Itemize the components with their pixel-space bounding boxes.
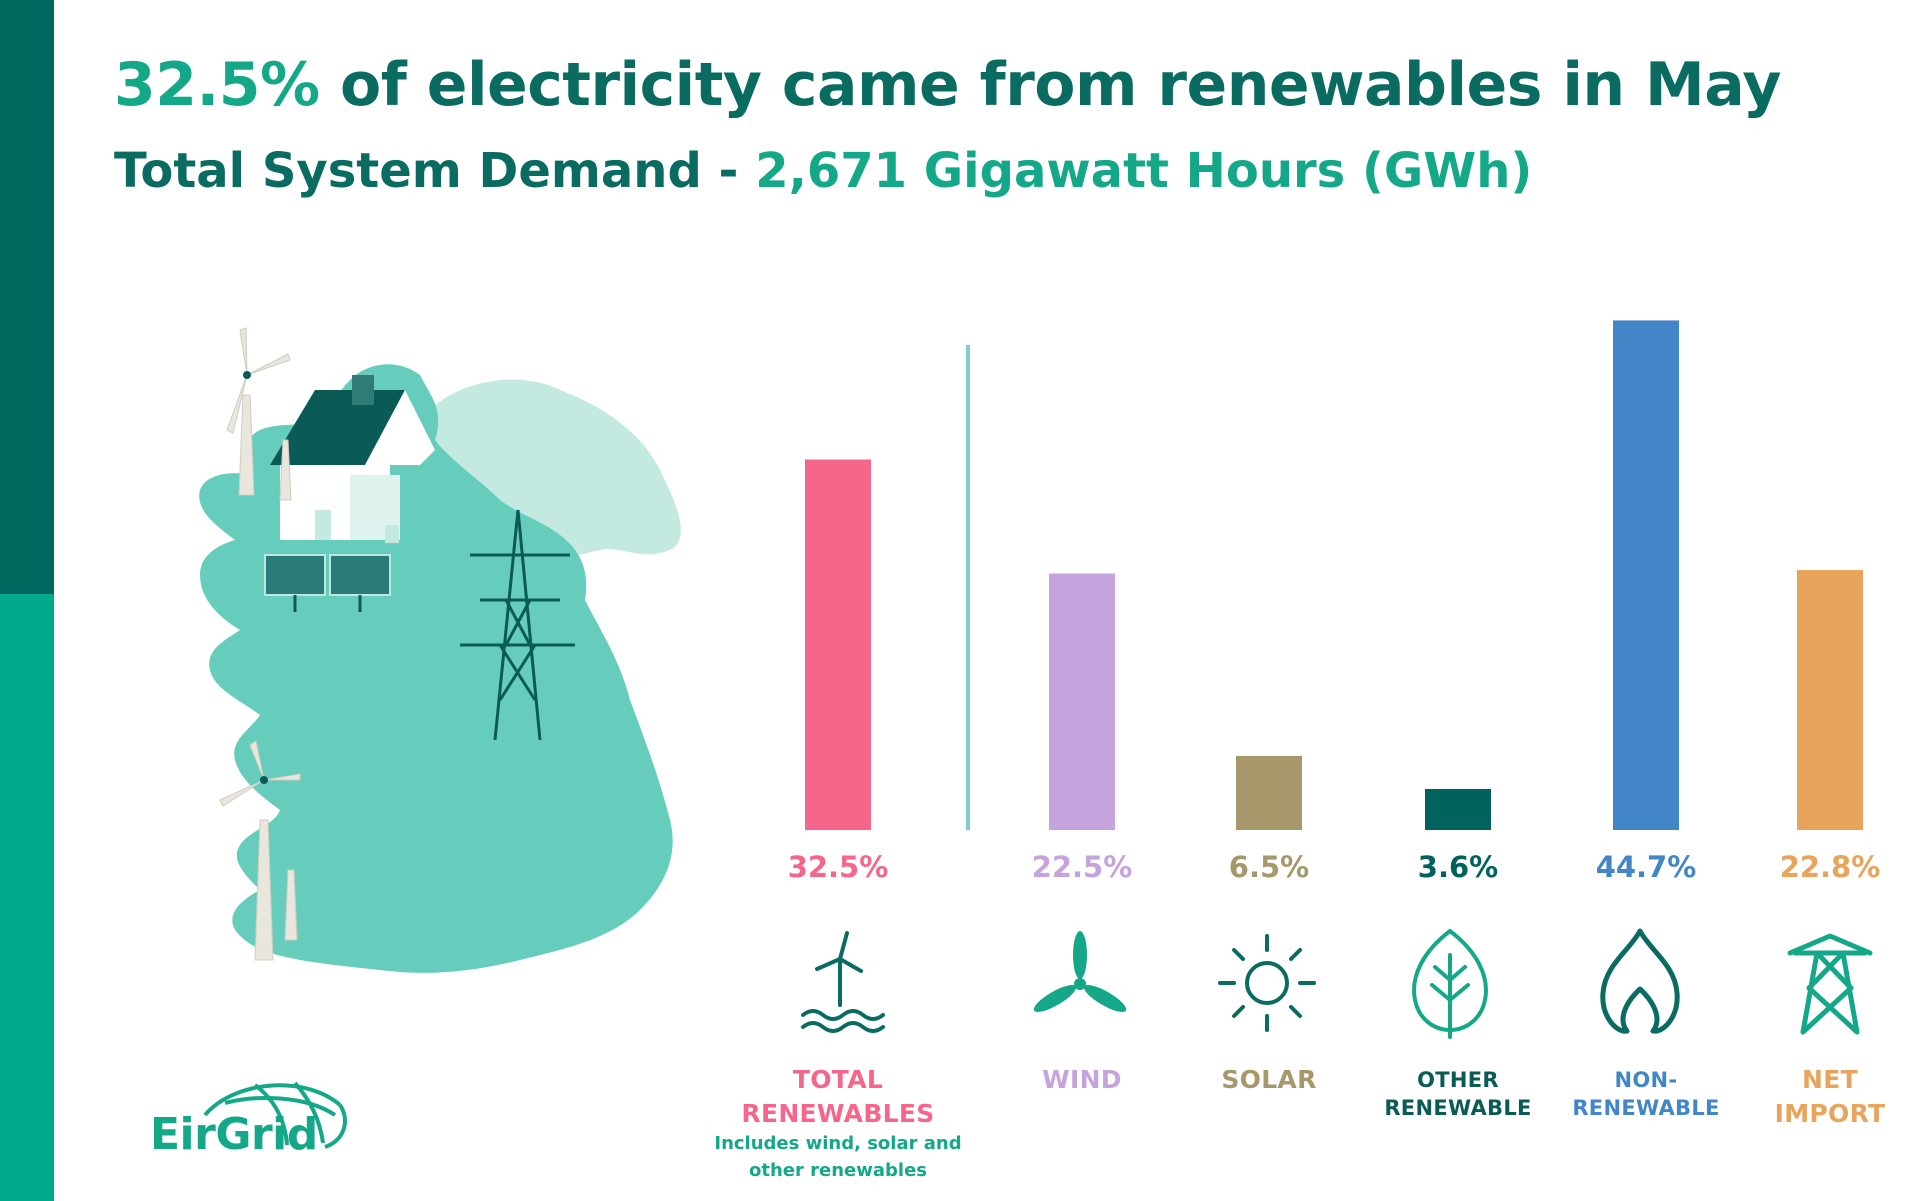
subhead-prefix: Total System Demand - <box>114 143 756 199</box>
value-label-wind: 22.5% <box>1032 850 1133 884</box>
value-label-total-renewables: 32.5% <box>788 850 889 884</box>
bar-solar <box>1236 755 1302 830</box>
bar-net-import <box>1797 570 1863 830</box>
subhead-value: 2,671 <box>755 143 908 199</box>
category-label-line: RENEWABLE <box>1384 1096 1532 1121</box>
eirgrid-logo: EirGrid <box>150 1075 360 1160</box>
category-label-line: TOTAL <box>792 1065 884 1094</box>
sidebar-accent-dark <box>0 0 54 594</box>
category-label-line: WIND <box>1042 1065 1122 1094</box>
category-label-net-import: NET IMPORT <box>1730 1063 1920 1131</box>
category-label-line: NET <box>1802 1065 1858 1094</box>
pylon-illustration <box>460 509 575 741</box>
wind-turbines-illustration <box>219 327 301 961</box>
category-label-line: RENEWABLES <box>741 1098 935 1128</box>
category-label-wind: WIND <box>982 1063 1182 1097</box>
category-label-total-renewables: TOTAL RENEWABLES <box>738 1063 938 1131</box>
category-label-solar: SOLAR <box>1169 1063 1369 1097</box>
offshore-wind-icon <box>801 931 885 1033</box>
sun-icon <box>1218 934 1316 1032</box>
bars-group <box>805 320 1863 830</box>
category-label-line: SOLAR <box>1221 1065 1317 1094</box>
headline-percentage: 32.5% <box>114 50 320 120</box>
headline: 32.5% of electricity came from renewable… <box>114 50 1781 120</box>
subheadline: Total System Demand - 2,671 Gigawatt Hou… <box>114 143 1532 199</box>
category-label-line: NON-RENEWABLE <box>1572 1068 1720 1121</box>
leaf-icon <box>1412 928 1488 1039</box>
sidebar-accent-light <box>0 594 54 1201</box>
value-label-non-renewable: 44.7% <box>1596 850 1697 884</box>
renewables-note: Includes wind, solar and other renewables <box>698 1130 978 1184</box>
value-label-other-renewable: 3.6% <box>1418 850 1498 884</box>
wind-turbine-icon <box>1033 931 1127 1012</box>
eirgrid-logo-arcs <box>203 1081 347 1149</box>
ireland-map-illustration <box>199 327 681 973</box>
value-label-solar: 6.5% <box>1229 850 1309 884</box>
renewables-note-line: other renewables <box>749 1160 927 1181</box>
solar-panels-illustration <box>264 554 391 612</box>
house-illustration <box>270 375 435 543</box>
bar-wind <box>1049 573 1115 830</box>
headline-text: of electricity came from renewables in M… <box>319 50 1781 120</box>
category-label-non-renewable: NON-RENEWABLE <box>1546 1066 1746 1123</box>
bar-total-renewables <box>805 459 871 830</box>
category-label-other-renewable: OTHER RENEWABLE <box>1358 1066 1558 1123</box>
percentage-labels-group: 32.5% 22.5% 6.5% 3.6% 44.7% 22.8% <box>788 850 1881 884</box>
value-label-net-import: 22.8% <box>1780 850 1881 884</box>
category-label-line: OTHER <box>1417 1068 1499 1092</box>
bar-other-renewable <box>1425 788 1491 830</box>
subhead-unit: Gigawatt Hours (GWh) <box>907 143 1533 199</box>
bar-non-renewable <box>1613 320 1679 830</box>
pylon-icon <box>1787 933 1873 1035</box>
renewables-note-line: Includes wind, solar and <box>714 1133 962 1154</box>
logo-text: EirGrid <box>150 1109 318 1160</box>
category-label-line: IMPORT <box>1774 1098 1886 1128</box>
flame-icon <box>1600 928 1680 1034</box>
